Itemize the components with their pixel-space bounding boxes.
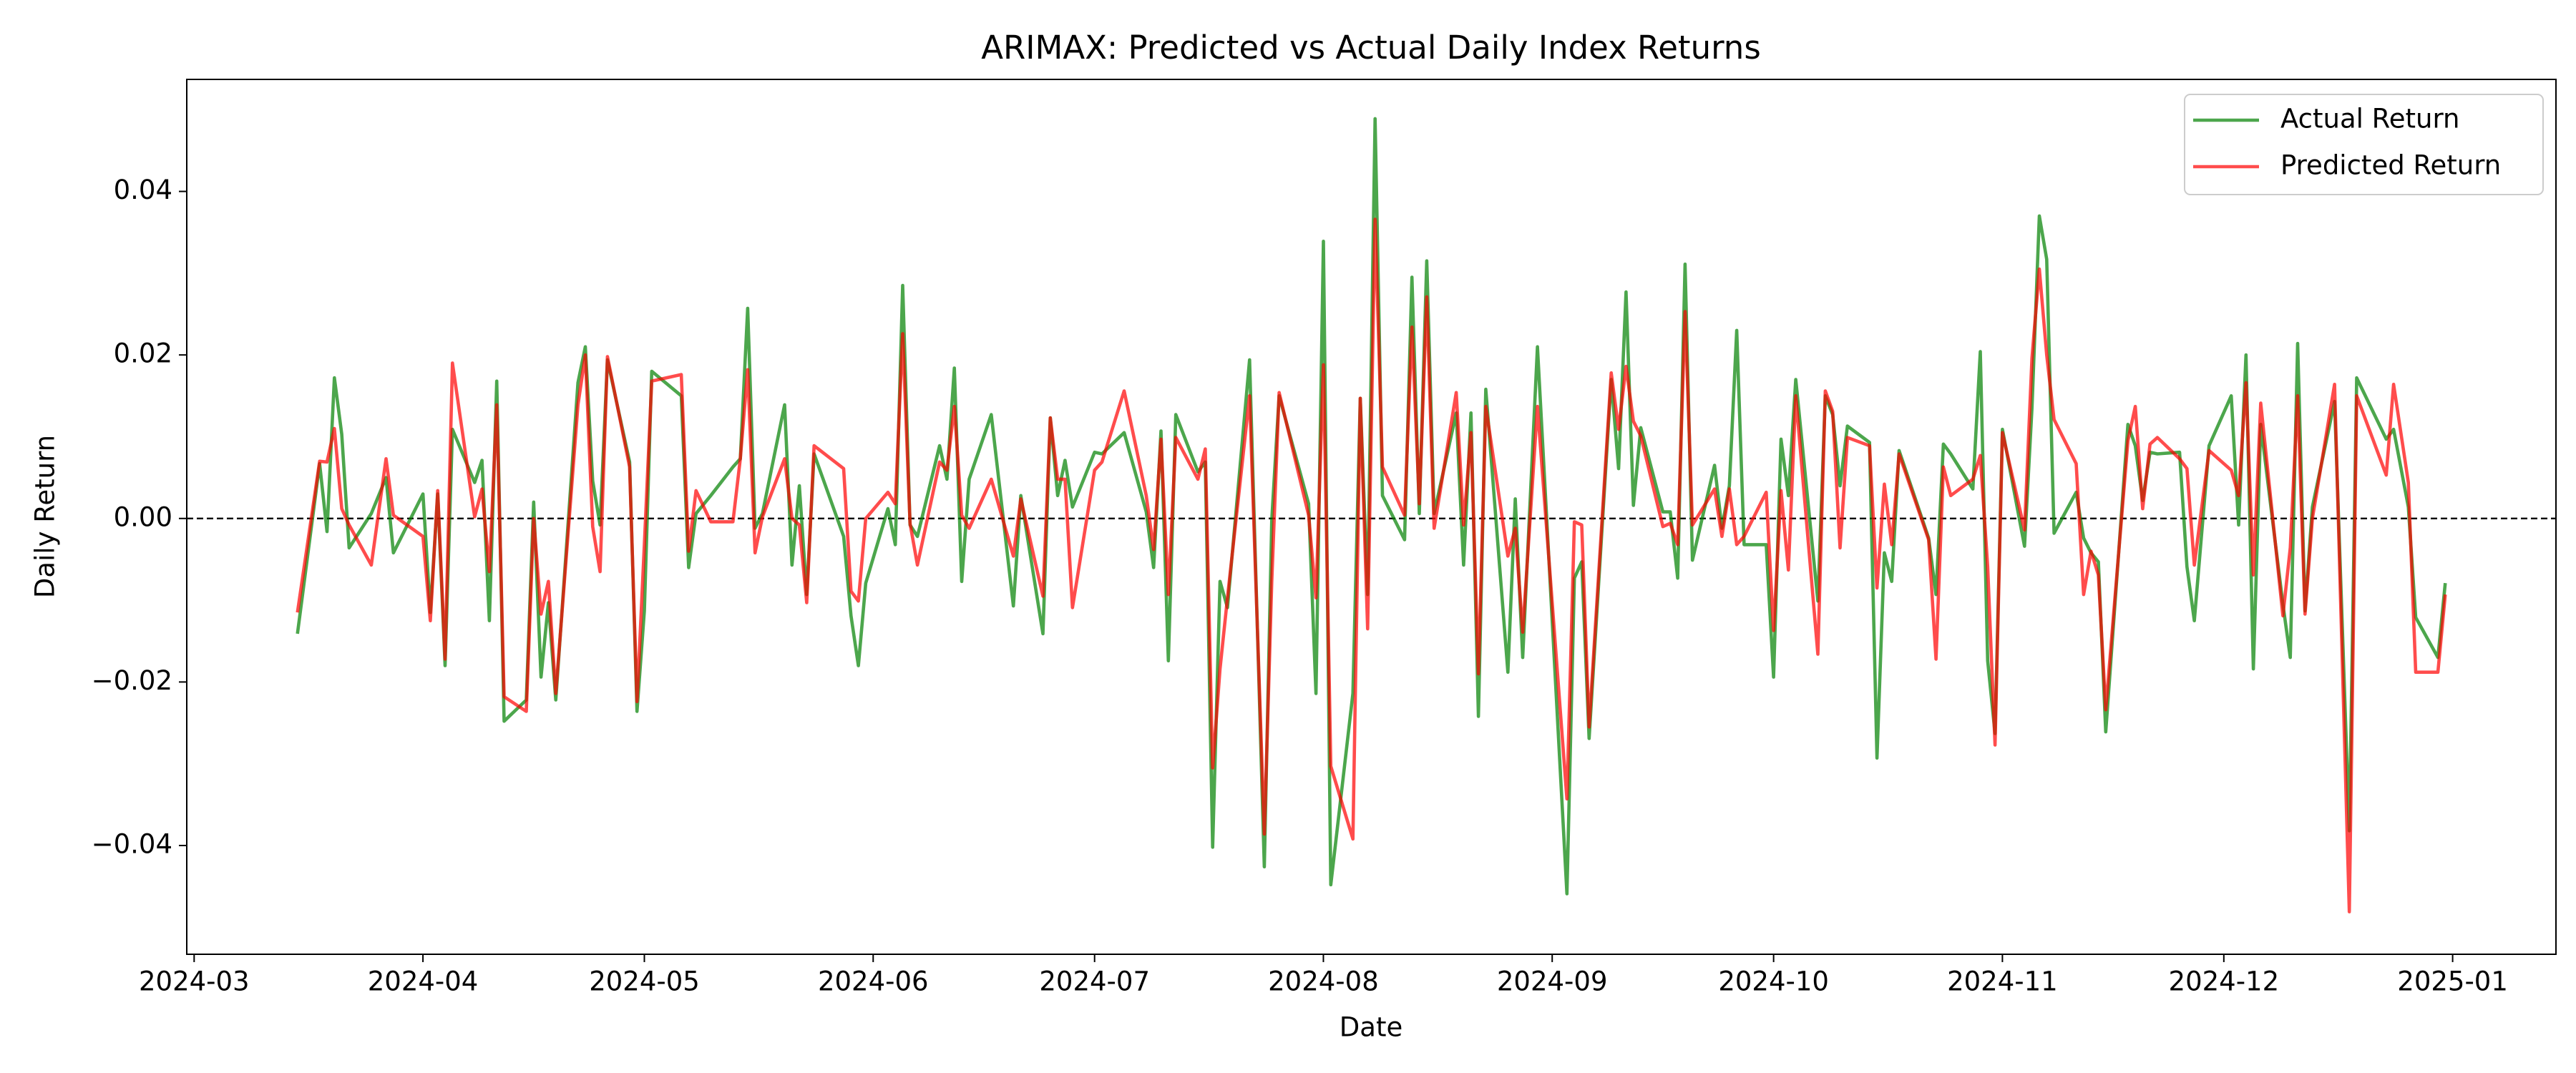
y-tick-label: 0.00 bbox=[114, 501, 172, 532]
x-tick-label: 2024-03 bbox=[139, 966, 250, 997]
chart-title: ARIMAX: Predicted vs Actual Daily Index … bbox=[981, 29, 1761, 67]
x-tick-label: 2024-07 bbox=[1039, 966, 1150, 997]
legend-label: Actual Return bbox=[2280, 104, 2459, 134]
y-tick-label: −0.04 bbox=[92, 828, 172, 859]
y-tick-label: 0.04 bbox=[114, 175, 172, 205]
x-tick-label: 2024-05 bbox=[589, 966, 700, 997]
y-tick-label: 0.02 bbox=[114, 338, 172, 369]
x-axis-label: Date bbox=[1340, 1012, 1402, 1043]
legend-label: Predicted Return bbox=[2280, 150, 2501, 181]
x-tick-label: 2025-01 bbox=[2397, 966, 2508, 997]
data-line bbox=[296, 217, 2447, 913]
x-tick-label: 2024-11 bbox=[1947, 966, 2058, 997]
legend-box bbox=[2184, 94, 2544, 195]
y-tick-label: −0.02 bbox=[92, 665, 172, 696]
x-tick-label: 2024-10 bbox=[1718, 966, 1829, 997]
x-tick-label: 2024-06 bbox=[818, 966, 929, 997]
x-tick-label: 2024-12 bbox=[2169, 966, 2280, 997]
x-tick-label: 2024-09 bbox=[1497, 966, 1608, 997]
x-tick-label: 2024-04 bbox=[368, 966, 479, 997]
plot-frame bbox=[186, 79, 2557, 955]
x-tick-label: 2024-08 bbox=[1268, 966, 1379, 997]
y-axis-label: Daily Return bbox=[30, 435, 61, 598]
